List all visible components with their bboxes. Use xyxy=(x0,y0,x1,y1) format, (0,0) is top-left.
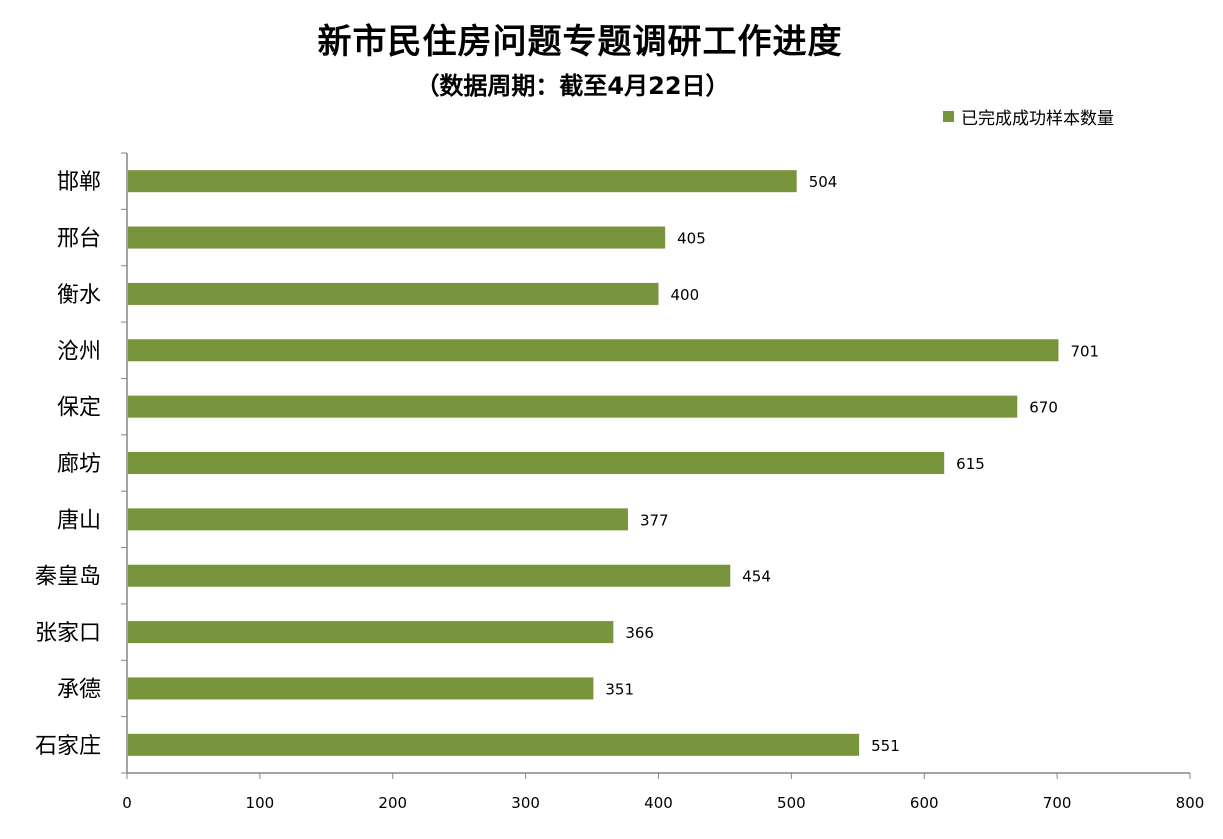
category-label: 沧州 xyxy=(57,339,101,364)
category-label: 衡水 xyxy=(57,283,101,308)
data-label: 615 xyxy=(956,455,985,473)
bar xyxy=(128,282,659,305)
chart-subtitle: （数据周期：截至4月22日） xyxy=(415,72,730,100)
data-label: 670 xyxy=(1029,399,1058,417)
data-label: 405 xyxy=(677,230,706,248)
x-tick-label: 0 xyxy=(122,794,132,812)
bar xyxy=(128,733,860,756)
category-label: 唐山 xyxy=(57,508,101,533)
legend-swatch xyxy=(943,110,954,122)
data-label: 454 xyxy=(742,568,771,586)
bar xyxy=(128,170,797,193)
category-label: 廊坊 xyxy=(57,452,101,477)
x-tick-label: 500 xyxy=(777,794,806,812)
data-label: 377 xyxy=(640,511,669,529)
bar xyxy=(128,677,594,700)
data-label: 504 xyxy=(809,173,838,191)
category-label: 保定 xyxy=(57,396,101,421)
category-label: 邯郸 xyxy=(57,170,101,195)
data-label: 701 xyxy=(1070,342,1099,360)
chart-title: 新市民住房问题专题调研工作进度 xyxy=(317,22,843,62)
bar xyxy=(128,226,666,249)
x-tick-label: 800 xyxy=(1176,794,1205,812)
legend: 已完成成功样本数量 xyxy=(943,104,1114,129)
x-tick-label: 300 xyxy=(511,794,540,812)
bar xyxy=(128,339,1059,362)
legend-label: 已完成成功样本数量 xyxy=(961,108,1114,129)
x-tick-label: 400 xyxy=(644,794,673,812)
bar xyxy=(128,508,628,531)
x-tick-label: 700 xyxy=(1043,794,1072,812)
category-label: 张家口 xyxy=(35,621,101,646)
bar xyxy=(128,564,731,587)
category-label: 邢台 xyxy=(57,227,101,252)
data-label: 551 xyxy=(871,737,900,755)
data-label: 351 xyxy=(605,680,634,698)
category-label: 秦皇岛 xyxy=(35,565,101,590)
bar xyxy=(128,395,1018,418)
bar xyxy=(128,452,945,474)
bar xyxy=(128,621,614,644)
data-label: 366 xyxy=(625,624,654,642)
x-tick-label: 200 xyxy=(378,794,407,812)
x-tick-label: 600 xyxy=(910,794,939,812)
x-tick-label: 100 xyxy=(246,794,275,812)
category-label: 承德 xyxy=(57,677,101,702)
category-label: 石家庄 xyxy=(35,734,101,759)
data-label: 400 xyxy=(671,286,700,304)
